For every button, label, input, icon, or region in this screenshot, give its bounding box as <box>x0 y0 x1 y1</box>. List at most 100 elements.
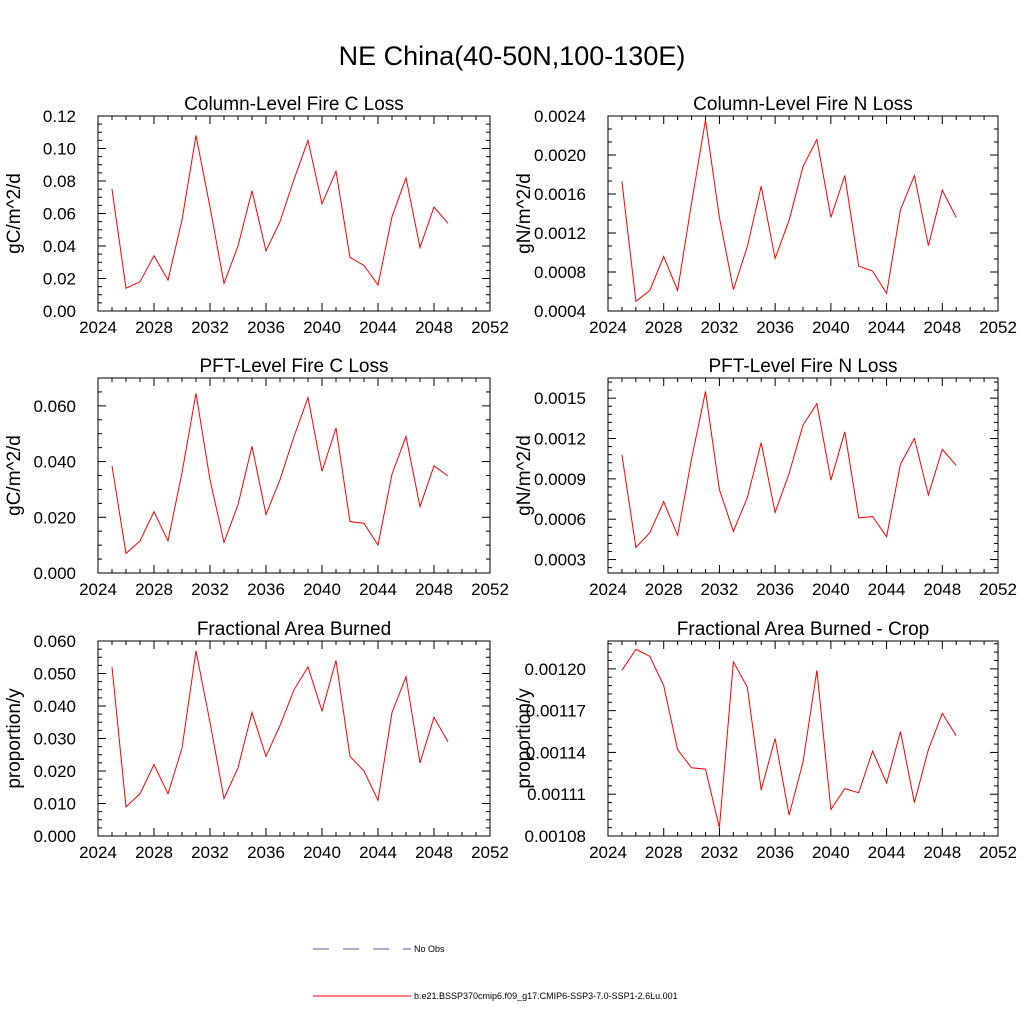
y-tick-label: 0.00114 <box>526 743 586 762</box>
x-tick-label: 2044 <box>359 580 397 599</box>
y-tick-label: 0.0004 <box>534 302 586 321</box>
panel-title: Column-Level Fire C Loss <box>184 94 404 115</box>
series-line <box>621 119 957 303</box>
x-tick-label: 2036 <box>247 580 285 599</box>
y-axis-label: proportion/y <box>514 688 535 789</box>
x-tick-label: 2052 <box>979 843 1017 862</box>
y-tick-label: 0.0016 <box>534 185 586 204</box>
legend-label-model: b.e21.BSSP370cmip6.f09_g17.CMIP6-SSP3-7.… <box>414 991 678 1001</box>
y-tick-label: 0.00117 <box>526 702 586 721</box>
panel-title: PFT-Level Fire N Loss <box>709 356 898 377</box>
y-tick-label: 0.020 <box>33 508 76 527</box>
x-tick-label: 2028 <box>135 843 173 862</box>
x-tick-label: 2032 <box>701 318 739 337</box>
x-tick-label: 2036 <box>247 843 285 862</box>
x-tick-label: 2040 <box>812 580 850 599</box>
x-tick-label: 2036 <box>756 580 794 599</box>
panel-5: Fractional Area Burned proportion/y 2024 20… <box>4 619 509 862</box>
x-tick-label: 2048 <box>415 318 453 337</box>
panel-3: PFT-Level Fire C Loss gC/m^2/d 2024 2028 203… <box>4 356 509 599</box>
panel-2: Column-Level Fire N Loss gN/m^2/d 2024 2028… <box>514 94 1017 337</box>
series-line <box>111 393 449 555</box>
plot-frame <box>607 115 999 312</box>
y-tick-label: 0.060 <box>33 397 76 416</box>
x-tick-label: 2048 <box>923 318 961 337</box>
panel-title: Fractional Area Burned - Crop <box>677 619 929 640</box>
y-tick-label: 0.0012 <box>534 430 586 449</box>
x-tick-label: 2028 <box>135 580 173 599</box>
x-tick-label: 2048 <box>923 843 961 862</box>
y-axis-label: gC/m^2/d <box>4 435 25 516</box>
x-tick-label: 2052 <box>471 318 509 337</box>
plot-frame <box>97 115 491 312</box>
panel-4: PFT-Level Fire N Loss gN/m^2/d 2024 2028 203… <box>514 356 1017 599</box>
plot-frame <box>97 640 491 837</box>
panel-1: Column-Level Fire C Loss gC/m^2/d 2024 2028… <box>4 94 509 337</box>
x-tick-label: 2032 <box>191 580 229 599</box>
x-tick-label: 2052 <box>979 318 1017 337</box>
panels: Column-Level Fire C Loss gC/m^2/d 2024 2028… <box>4 94 1017 862</box>
y-tick-label: 0.0006 <box>534 510 586 529</box>
x-tick-label: 2040 <box>812 843 850 862</box>
x-tick-label: 2024 <box>589 843 627 862</box>
x-tick-label: 2024 <box>79 843 117 862</box>
panel-title: Column-Level Fire N Loss <box>693 94 913 115</box>
y-tick-label: 0.0003 <box>534 551 586 570</box>
series-line <box>111 135 449 290</box>
x-tick-label: 2024 <box>79 318 117 337</box>
x-tick-label: 2024 <box>589 318 627 337</box>
x-tick-label: 2044 <box>868 580 906 599</box>
y-axis-label: gN/m^2/d <box>514 435 535 516</box>
panel-title: Fractional Area Burned <box>197 619 391 640</box>
y-tick-label: 0.10 <box>43 140 76 159</box>
y-tick-label: 0.000 <box>33 827 76 846</box>
figure-title: NE China(40-50N,100-130E) <box>339 41 686 71</box>
x-tick-label: 2032 <box>701 580 739 599</box>
x-tick-label: 2032 <box>701 843 739 862</box>
y-tick-label: 0.040 <box>33 697 76 716</box>
x-tick-label: 2044 <box>359 318 397 337</box>
y-tick-label: 0.00111 <box>527 785 586 804</box>
x-tick-label: 2040 <box>303 318 341 337</box>
x-tick-label: 2036 <box>247 318 285 337</box>
y-axis-label: gN/m^2/d <box>514 173 535 254</box>
y-tick-label: 0.06 <box>43 205 76 224</box>
x-tick-label: 2048 <box>923 580 961 599</box>
y-tick-label: 0.00 <box>43 302 76 321</box>
x-tick-label: 2032 <box>191 843 229 862</box>
x-tick-label: 2024 <box>79 580 117 599</box>
y-tick-label: 0.04 <box>43 237 76 256</box>
y-tick-label: 0.0008 <box>534 263 586 282</box>
y-tick-label: 0.0015 <box>534 389 586 408</box>
y-tick-label: 0.060 <box>33 632 76 651</box>
y-tick-label: 0.000 <box>33 564 76 583</box>
x-tick-label: 2048 <box>415 843 453 862</box>
y-tick-label: 0.020 <box>33 762 76 781</box>
y-tick-label: 0.00108 <box>525 827 586 846</box>
series-line <box>111 650 449 808</box>
series-line <box>621 648 957 828</box>
y-tick-label: 0.0009 <box>534 470 586 489</box>
y-tick-label: 0.12 <box>43 107 76 126</box>
y-tick-label: 0.00120 <box>525 660 586 679</box>
y-axis-label: gC/m^2/d <box>4 173 25 254</box>
x-tick-label: 2040 <box>303 843 341 862</box>
y-tick-label: 0.050 <box>33 665 76 684</box>
panel-title: PFT-Level Fire C Loss <box>200 356 389 377</box>
plot-frame <box>607 640 999 837</box>
series-line <box>621 391 957 549</box>
x-tick-label: 2052 <box>471 843 509 862</box>
y-tick-label: 0.010 <box>33 795 76 814</box>
x-tick-label: 2028 <box>645 580 683 599</box>
x-tick-label: 2032 <box>191 318 229 337</box>
y-tick-label: 0.0020 <box>534 146 586 165</box>
y-tick-label: 0.0012 <box>534 224 586 243</box>
x-tick-label: 2040 <box>812 318 850 337</box>
y-tick-label: 0.040 <box>33 453 76 472</box>
legend-label-obs: No Obs <box>414 944 445 954</box>
x-tick-label: 2044 <box>868 843 906 862</box>
x-tick-label: 2028 <box>645 843 683 862</box>
x-tick-label: 2028 <box>135 318 173 337</box>
x-tick-label: 2052 <box>471 580 509 599</box>
